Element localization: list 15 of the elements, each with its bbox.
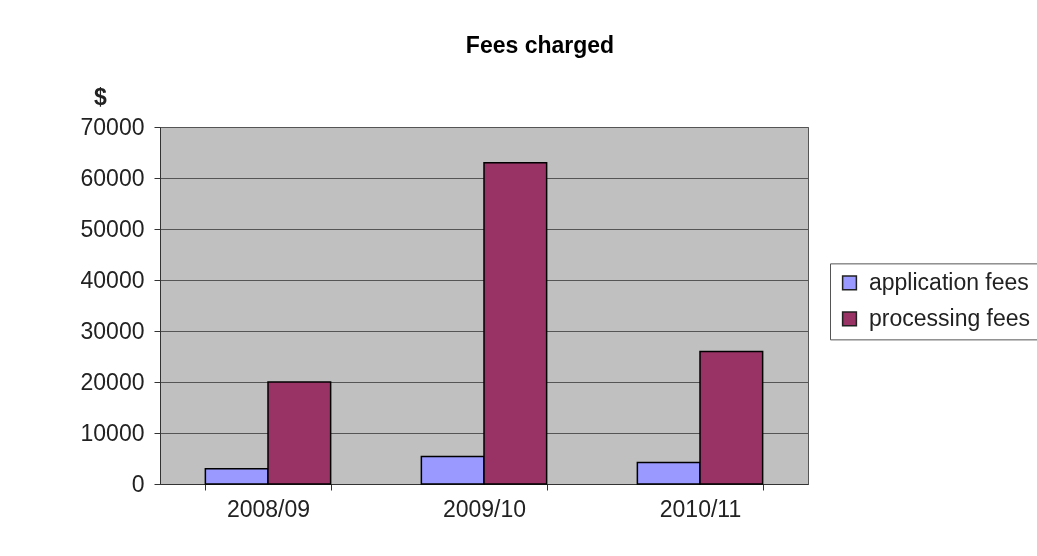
y-tick-label: 20000 xyxy=(80,368,145,395)
y-axis-title: $ xyxy=(94,83,108,110)
legend-label: processing fees xyxy=(869,304,1031,331)
x-tick-label: 2010/11 xyxy=(659,495,742,522)
y-tick-label: 10000 xyxy=(80,419,145,446)
legend-label: application fees xyxy=(869,268,1029,295)
y-tick-label: 70000 xyxy=(80,113,145,140)
y-tick-label: 60000 xyxy=(80,164,145,191)
y-tick-label: 0 xyxy=(131,470,145,497)
x-tick-label: 2008/09 xyxy=(226,495,311,522)
x-tick-label: 2009/10 xyxy=(442,495,527,522)
chart-title: Fees charged xyxy=(465,32,615,58)
y-tick-label: 30000 xyxy=(80,317,145,344)
y-tick-label: 40000 xyxy=(80,266,145,293)
y-tick-label: 50000 xyxy=(80,215,145,242)
